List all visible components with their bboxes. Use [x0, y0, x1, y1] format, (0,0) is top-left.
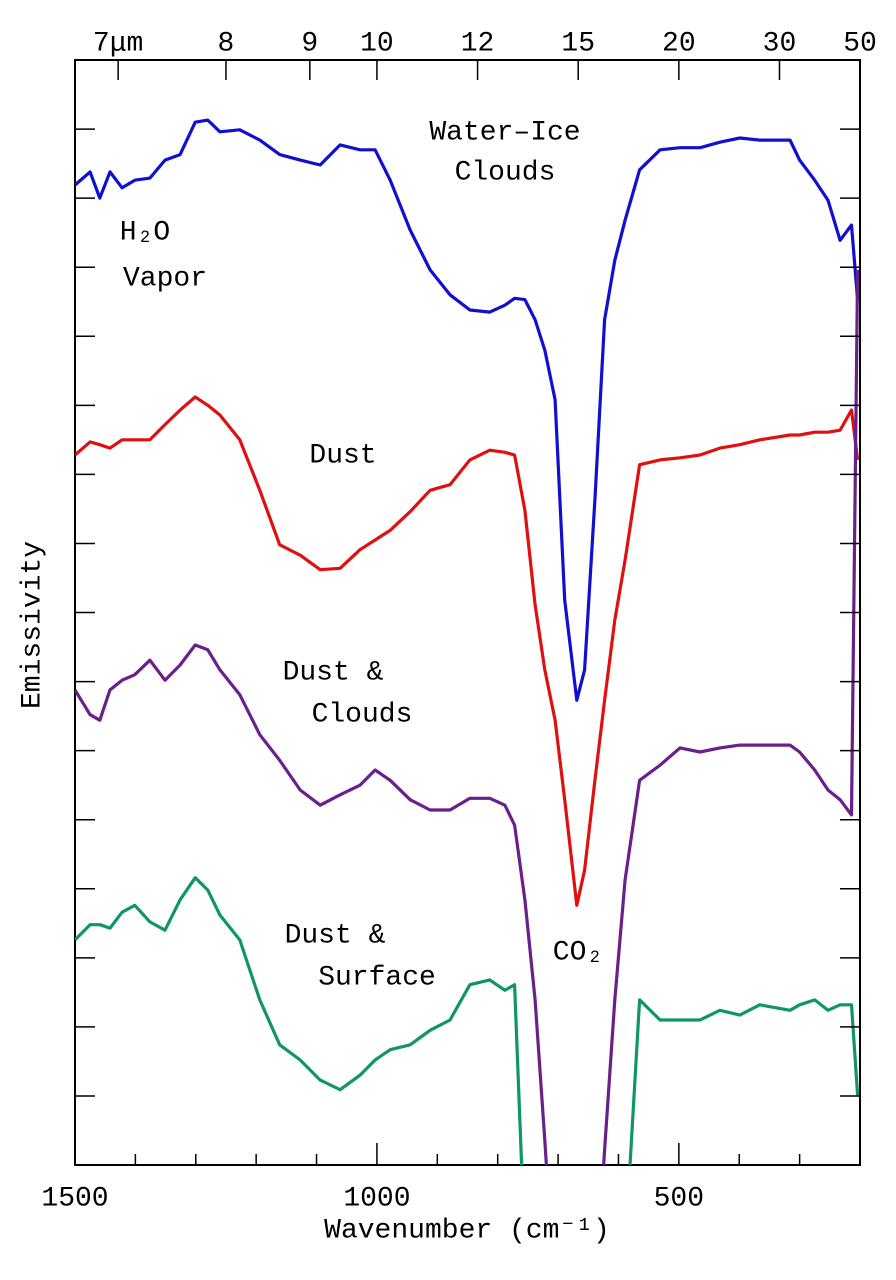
x2-tick-label: 20 [662, 28, 696, 59]
annotation: Vapor [123, 263, 207, 294]
series-line [75, 118, 860, 702]
annotation: Dust [309, 440, 376, 471]
x2-tick-label: 9 [301, 28, 318, 59]
x2-tick-label: 10 [360, 28, 394, 59]
annotation: Clouds [455, 157, 556, 188]
x-tick-label: 1500 [41, 1183, 108, 1214]
x-tick-label: 500 [654, 1183, 704, 1214]
annotation: Clouds [312, 699, 413, 730]
annotation: Dust & [285, 920, 386, 951]
plot-area [75, 118, 860, 1165]
series-line [75, 876, 860, 1165]
annotation: H₂O [120, 217, 170, 248]
annotation: Surface [318, 962, 436, 993]
annotation: Dust & [283, 657, 384, 688]
x2-tick-label: 7μm [93, 28, 143, 59]
x2-tick-label: 30 [763, 28, 797, 59]
annotation: CO₂ [553, 937, 603, 968]
y-axis-label: Emissivity [17, 541, 48, 709]
x-tick-label: 1000 [343, 1183, 410, 1214]
series-line [75, 395, 860, 907]
x-axis-label: Wavenumber (cm⁻¹) [324, 1215, 610, 1246]
plot-frame [74, 59, 861, 1166]
annotation: Water–Ice [429, 117, 580, 148]
x2-tick-label: 50 [843, 28, 877, 59]
x2-tick-label: 15 [561, 28, 595, 59]
x2-tick-label: 12 [461, 28, 495, 59]
x2-tick-label: 8 [218, 28, 235, 59]
series-line [75, 269, 860, 1165]
